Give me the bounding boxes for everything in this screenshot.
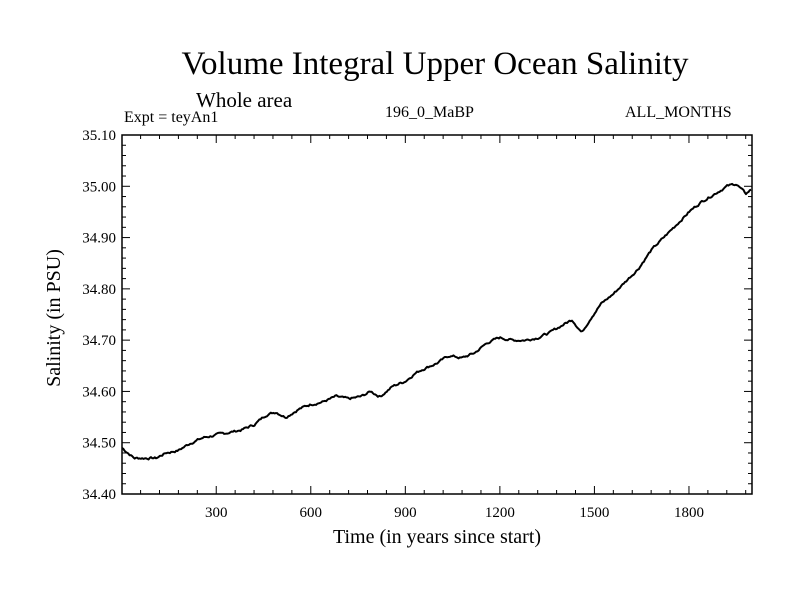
y-tick-label: 35.10 (82, 128, 116, 144)
x-tick-label: 1800 (674, 505, 704, 521)
series-line-salinity (121, 182, 752, 461)
x-tick-label: 1200 (485, 505, 515, 521)
y-tick-label: 34.50 (82, 436, 116, 452)
y-tick-label: 35.00 (82, 179, 116, 195)
x-axis-label: Time (in years since start) (333, 526, 541, 548)
y-tick-label: 34.70 (82, 333, 116, 349)
x-tick-label: 300 (205, 505, 228, 521)
y-tick-label: 34.60 (82, 384, 116, 400)
x-tick-label: 600 (300, 505, 323, 521)
chart-title: Volume Integral Upper Ocean Salinity (181, 46, 689, 82)
y-tick-label: 34.80 (82, 282, 116, 298)
run-id-label: 196_0_MaBP (385, 104, 474, 121)
months-label: ALL_MONTHS (625, 104, 732, 121)
chart-subtitle: Whole area (196, 88, 293, 112)
y-tick-label: 34.90 (82, 231, 116, 247)
plot-frame (121, 134, 753, 495)
x-tick-label: 1500 (579, 505, 609, 521)
x-tick-label: 900 (394, 505, 417, 521)
y-axis-label: Salinity (in PSU) (43, 249, 65, 387)
series-layer (121, 182, 752, 461)
experiment-label: Expt = teyAn1 (124, 109, 219, 126)
y-tick-label: 34.40 (82, 487, 116, 503)
x-axis-ticks: 300 600 900 1200 1500 1800 (140, 135, 747, 521)
